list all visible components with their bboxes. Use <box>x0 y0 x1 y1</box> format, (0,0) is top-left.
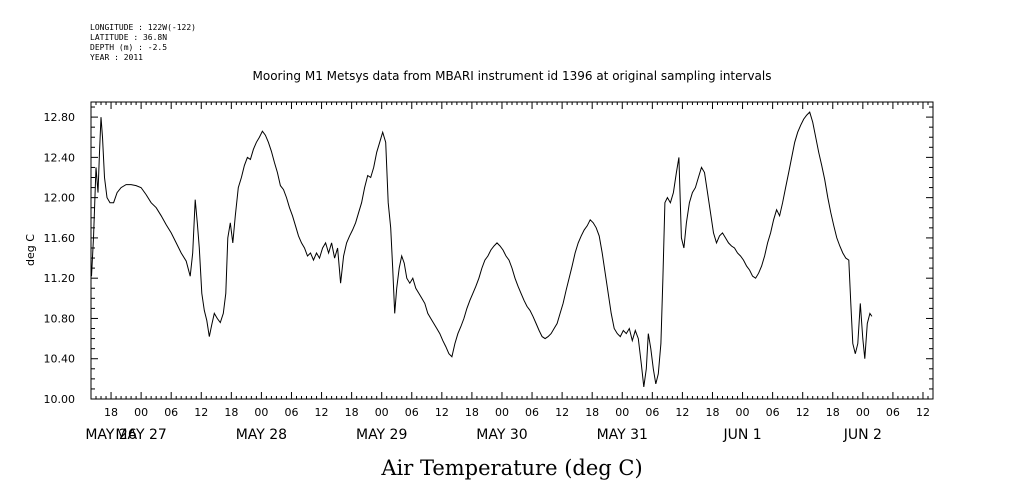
x-date-label: MAY 27 <box>115 427 166 443</box>
header-depth: DEPTH (m) : -2.5 <box>90 43 167 52</box>
x-tick-label: 06 <box>886 406 900 419</box>
tick-marks <box>90 102 934 400</box>
y-tick-label: 12.80 <box>44 111 76 124</box>
x-tick-label: 12 <box>675 406 689 419</box>
header-longitude: LONGITUDE : 122W(-122) <box>90 23 196 32</box>
chart-title: Mooring M1 Metsys data from MBARI instru… <box>253 69 772 83</box>
x-tick-label: 12 <box>194 406 208 419</box>
x-tick-label: 00 <box>134 406 148 419</box>
y-tick-label: 10.40 <box>44 353 76 366</box>
y-tick-label: 12.00 <box>44 192 76 205</box>
location-header: LONGITUDE : 122W(-122) LATITUDE : 36.8N … <box>90 23 196 62</box>
x-tick-label: 18 <box>585 406 599 419</box>
x-tick-label: 12 <box>315 406 329 419</box>
y-tick-label: 10.80 <box>44 312 76 325</box>
series-line-air-temperature <box>91 111 873 387</box>
header-year: YEAR : 2011 <box>90 53 143 62</box>
x-tick-label: 06 <box>766 406 780 419</box>
x-tick-label: 18 <box>465 406 479 419</box>
x-tick-label: 00 <box>254 406 268 419</box>
x-date-label: MAY 26 <box>85 427 136 443</box>
x-tick-label: 18 <box>224 406 238 419</box>
x-tick-label: 06 <box>164 406 178 419</box>
x-tick-labels: 18 00 06 12 18 00 06 12 18 00 06 12 18 00 06 12 18 00 06 12… <box>104 406 930 419</box>
header-latitude: LATITUDE : 36.8N <box>90 33 167 42</box>
x-tick-label: 00 <box>736 406 750 419</box>
y-tick-label: 10.00 <box>44 393 76 406</box>
x-tick-label: 18 <box>705 406 719 419</box>
plot-frame <box>90 101 934 400</box>
y-axis-label: deg C <box>24 234 37 266</box>
x-date-label: MAY 29 <box>356 427 407 443</box>
x-tick-label: 18 <box>104 406 118 419</box>
x-tick-label: 00 <box>375 406 389 419</box>
x-tick-label: 18 <box>345 406 359 419</box>
y-tick-labels: 10.00 10.40 10.80 11.20 11.60 12.00 12.40 12.80 <box>44 111 76 406</box>
x-tick-label: 06 <box>645 406 659 419</box>
x-date-label: JUN 2 <box>843 427 882 443</box>
x-date-label: MAY 28 <box>236 427 287 443</box>
y-tick-label: 11.20 <box>44 272 76 285</box>
x-tick-label: 00 <box>856 406 870 419</box>
x-axis-label: Air Temperature (deg C) <box>380 456 642 480</box>
x-tick-label: 12 <box>435 406 449 419</box>
x-tick-label: 12 <box>796 406 810 419</box>
x-date-label: MAY 30 <box>476 427 527 443</box>
x-tick-label: 00 <box>495 406 509 419</box>
y-tick-label: 12.40 <box>44 151 76 164</box>
y-tick-label: 11.60 <box>44 232 76 245</box>
x-tick-label: 06 <box>284 406 298 419</box>
x-tick-label: 12 <box>916 406 930 419</box>
x-date-label: JUN 1 <box>722 427 761 443</box>
x-date-label: MAY 31 <box>597 427 648 443</box>
x-tick-label: 00 <box>615 406 629 419</box>
x-tick-label: 06 <box>405 406 419 419</box>
x-tick-label: 06 <box>525 406 539 419</box>
x-tick-label: 12 <box>555 406 569 419</box>
x-tick-label: 18 <box>826 406 840 419</box>
